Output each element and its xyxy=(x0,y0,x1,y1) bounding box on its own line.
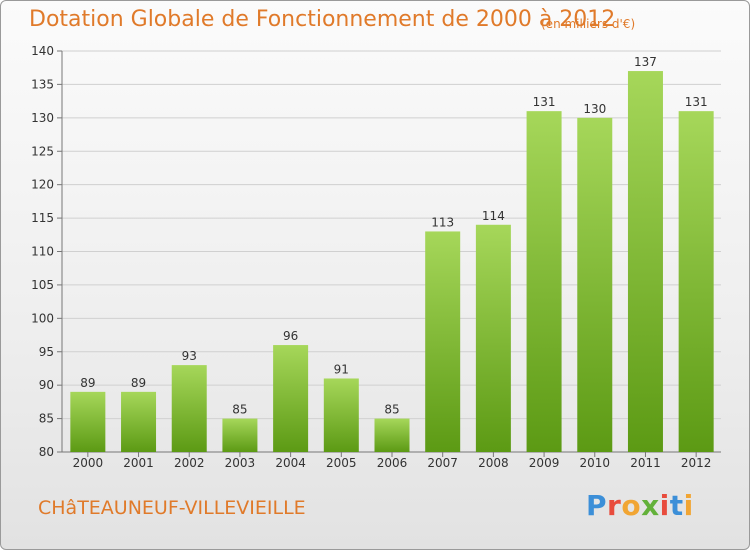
value-label-2011: 137 xyxy=(634,55,657,69)
value-label-2003: 85 xyxy=(232,403,247,417)
x-tick-label-2001: 2001 xyxy=(123,456,154,470)
commune-name: CHâTEAUNEUF-VILLEVIEILLE xyxy=(38,497,306,519)
bar-2012 xyxy=(678,111,714,453)
bar-2009 xyxy=(526,111,562,453)
value-label-2006: 85 xyxy=(384,403,399,417)
y-tick-label: 140 xyxy=(31,44,54,58)
y-tick-label: 95 xyxy=(39,345,54,359)
y-tick-label: 135 xyxy=(31,77,54,91)
x-tick-label-2012: 2012 xyxy=(681,456,712,470)
y-tick-label: 80 xyxy=(39,445,54,459)
y-tick-label: 90 xyxy=(39,378,54,392)
chart-subtitle: (en milliers d'€) xyxy=(541,17,636,31)
bar-2002 xyxy=(171,365,207,452)
value-label-2008: 114 xyxy=(482,209,505,223)
bars xyxy=(70,71,714,453)
x-tick-label-2011: 2011 xyxy=(630,456,661,470)
y-tick-label: 125 xyxy=(31,144,54,158)
x-tick-label-2008: 2008 xyxy=(478,456,509,470)
bar-2004 xyxy=(273,345,309,452)
bar-2007 xyxy=(425,231,461,452)
y-tick-label: 120 xyxy=(31,178,54,192)
value-label-2002: 93 xyxy=(182,349,197,363)
value-label-2004: 96 xyxy=(283,329,298,343)
axes: 80 85 90 95 100 105 110 115 120 125 130 135 140 2000 2… xyxy=(31,44,721,470)
value-label-2010: 130 xyxy=(583,102,606,116)
value-labels: 89 89 93 85 96 91 85 113 114 131 130 137 131 xyxy=(80,55,707,417)
bar-2005 xyxy=(323,378,359,452)
x-tick-label-2005: 2005 xyxy=(326,456,357,470)
grid-lines xyxy=(62,50,721,453)
y-tick-label: 110 xyxy=(31,245,54,259)
x-tick-label-2009: 2009 xyxy=(529,456,560,470)
value-label-2005: 91 xyxy=(334,362,349,376)
value-label-2000: 89 xyxy=(80,376,95,390)
x-tick-label-2003: 2003 xyxy=(225,456,256,470)
y-tick-label: 130 xyxy=(31,111,54,125)
x-tick-label-2004: 2004 xyxy=(275,456,306,470)
chart-title: Dotation Globale de Fonctionnement de 20… xyxy=(29,7,616,32)
y-tick-label: 100 xyxy=(31,311,54,325)
bar-2000 xyxy=(70,391,106,452)
value-label-2012: 131 xyxy=(685,95,708,109)
proxiti-logo[interactable]: Proxiti xyxy=(586,489,694,522)
bar-2001 xyxy=(121,391,157,452)
x-tick-label-2002: 2002 xyxy=(174,456,205,470)
bar-2010 xyxy=(577,117,613,452)
y-tick-label: 105 xyxy=(31,278,54,292)
y-tick-label: 85 xyxy=(39,412,54,426)
bar-2006 xyxy=(374,418,410,452)
x-tick-label-2000: 2000 xyxy=(73,456,104,470)
value-label-2001: 89 xyxy=(131,376,146,390)
value-label-2009: 131 xyxy=(533,95,556,109)
x-tick-label-2010: 2010 xyxy=(579,456,610,470)
bar-2008 xyxy=(475,224,511,452)
value-label-2007: 113 xyxy=(431,215,454,229)
bar-2003 xyxy=(222,418,258,452)
x-tick-label-2006: 2006 xyxy=(377,456,408,470)
x-tick-label-2007: 2007 xyxy=(427,456,458,470)
y-tick-label: 115 xyxy=(31,211,54,225)
bar-2011 xyxy=(627,71,663,453)
